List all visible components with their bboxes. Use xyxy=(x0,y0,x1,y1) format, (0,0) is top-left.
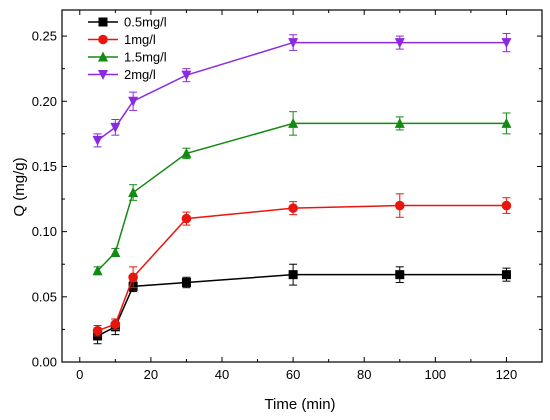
legend-label: 0.5mg/l xyxy=(124,15,167,30)
data-point xyxy=(501,38,512,49)
x-tick-label: 120 xyxy=(496,367,518,382)
y-tick-label: 0.25 xyxy=(32,29,57,44)
data-point xyxy=(288,117,299,128)
data-point xyxy=(288,270,298,280)
series-line xyxy=(97,273,507,337)
x-tick-label: 20 xyxy=(144,367,158,382)
legend-item-2: 1mg/l xyxy=(88,32,156,47)
data-point xyxy=(128,96,139,107)
y-tick-label: 0.00 xyxy=(32,355,57,370)
data-point xyxy=(110,122,121,133)
data-point xyxy=(92,265,103,276)
legend-label: 1.5mg/l xyxy=(124,50,167,65)
y-tick-label: 0.20 xyxy=(32,94,57,109)
data-point xyxy=(128,187,139,198)
series-3 xyxy=(92,111,512,276)
data-point xyxy=(110,246,121,257)
data-point xyxy=(288,203,298,213)
data-point xyxy=(181,70,192,81)
data-point xyxy=(395,270,405,280)
legend-item-4: 2mg/l xyxy=(88,67,156,82)
data-point xyxy=(394,200,405,211)
plot-frame xyxy=(61,9,543,363)
legend-label: 1mg/l xyxy=(124,32,156,47)
data-point xyxy=(394,38,405,49)
data-point xyxy=(501,200,512,211)
y-tick-label: 0.10 xyxy=(32,224,57,239)
series-layer xyxy=(92,32,512,345)
legend-item-1: 0.5mg/l xyxy=(88,15,167,30)
data-point xyxy=(501,117,512,128)
y-axis-label: Q (mg/g) xyxy=(11,157,28,216)
legend-marker xyxy=(98,70,108,80)
legend-item-3: 1.5mg/l xyxy=(88,50,167,65)
x-axis-label: Time (min) xyxy=(264,396,335,413)
data-point xyxy=(181,213,192,224)
data-point xyxy=(501,270,511,280)
data-point xyxy=(92,135,103,146)
x-tick-label: 60 xyxy=(286,367,300,382)
data-point xyxy=(394,117,405,128)
data-point xyxy=(110,319,121,329)
axes-layer: 0 20 40 60 80 100 120 0.00 0.05 0.10 0.15 0.20 0.25 xyxy=(32,9,543,382)
series-2 xyxy=(92,193,512,337)
data-point xyxy=(288,38,299,49)
legend-label: 2mg/l xyxy=(124,67,156,82)
data-point xyxy=(92,325,103,336)
x-tick-label: 0 xyxy=(76,367,83,382)
legend-marker xyxy=(98,17,108,27)
series-line xyxy=(97,204,507,332)
y-tick-label: 0.05 xyxy=(32,289,57,304)
legend-marker xyxy=(98,51,108,62)
legend-marker xyxy=(98,34,108,45)
x-tick-label: 100 xyxy=(424,367,446,382)
series-4 xyxy=(92,32,512,148)
x-tick-label: 40 xyxy=(215,367,229,382)
y-tick-label: 0.15 xyxy=(32,159,57,174)
legend: 0.5mg/l 1mg/l 1.5mg/l 2mg/l xyxy=(88,15,167,82)
data-point xyxy=(181,277,191,287)
data-point xyxy=(128,272,138,283)
x-tick-label: 80 xyxy=(357,367,371,382)
series-1 xyxy=(93,263,511,345)
data-point xyxy=(181,147,192,158)
